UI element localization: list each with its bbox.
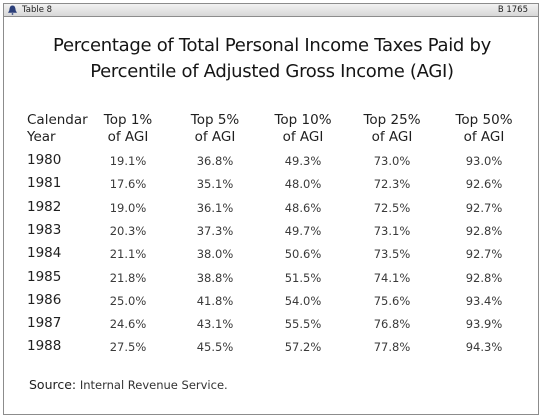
table-frame: Table 8 B 1765 [3,3,539,415]
header-line: Top 10% [274,112,332,128]
table-cell: 73.0% [373,154,411,168]
header-line: Top 1% [103,112,153,128]
table-cell: 51.5% [284,270,322,285]
table-number-label: Table 8 [22,5,53,15]
table-cell: 92.7% [465,247,503,262]
header-bar: Table 8 B 1765 [4,4,538,17]
table-cell: 48.0% [284,177,322,192]
table-cell: 54.0% [284,293,322,308]
table-cell: 36.8% [196,154,234,168]
table-title: Percentage of Total Personal Income Taxe… [0,33,544,85]
source-label: Source: [29,377,77,392]
row-year: 1984 [27,245,62,262]
header-col-2: Top 5% of AGI [191,112,240,146]
header-line: Top 5% [190,112,240,128]
row-year: 1982 [27,198,62,215]
row-year: 1986 [27,291,62,308]
table-cell: 45.5% [196,340,234,355]
header-col-5: Top 50% of AGI [455,112,512,146]
header-line: Year [27,129,56,145]
header-line: of AGI [463,129,505,145]
row-year: 1981 [27,175,62,192]
table-cell: 20.3% [109,223,147,238]
row-year: 1988 [27,338,62,355]
table-cell: 21.8% [109,270,147,285]
header-line: of AGI [107,129,149,145]
table-cell: 92.8% [465,270,503,285]
header-line: of AGI [194,129,236,145]
header-col-4: Top 25% of AGI [363,112,420,146]
title-line-1: Percentage of Total Personal Income Taxe… [53,35,491,56]
table-cell: 37.3% [196,223,234,238]
row-year: 1980 [27,152,62,168]
table-cell: 21.1% [109,247,147,262]
table-cell: 48.6% [284,200,322,215]
header-year: Calendar Year [27,112,88,146]
table-cell: 74.1% [373,270,411,285]
row-year: 1983 [27,221,62,238]
header-col-1: Top 1% of AGI [104,112,153,146]
table-cell: 55.5% [284,317,322,332]
source-note: Source: Internal Revenue Service. [29,377,228,392]
table-cell: 93.4% [465,293,503,308]
table-cell: 24.6% [109,317,147,332]
table-cell: 92.7% [465,200,503,215]
row-year: 1987 [27,315,62,332]
table-cell: 57.2% [284,340,322,355]
table-cell: 92.6% [465,177,503,192]
table-cell: 73.1% [373,223,411,238]
table-cell: 75.6% [373,293,411,308]
header-col-3: Top 10% of AGI [274,112,331,146]
row-year: 1985 [27,268,62,285]
table-cell: 50.6% [284,247,322,262]
table-cell: 92.8% [465,223,503,238]
table-cell: 76.8% [373,317,411,332]
table-cell: 94.3% [465,340,503,355]
table-cell: 73.5% [373,247,411,262]
table-cell: 72.3% [373,177,411,192]
table-cell: 38.8% [196,270,234,285]
document-code: B 1765 [497,5,528,15]
liberty-bell-icon [8,5,17,15]
header-line: Top 50% [455,112,513,128]
table-cell: 27.5% [109,340,147,355]
table-cell: 17.6% [109,177,147,192]
table-cell: 19.1% [109,154,147,168]
header-line: of AGI [371,129,413,145]
header-line: of AGI [282,129,324,145]
table-cell: 41.8% [196,293,234,308]
table-cell: 93.0% [465,154,503,168]
table-cell: 93.9% [465,317,503,332]
table-cell: 35.1% [196,177,234,192]
table-cell: 77.8% [373,340,411,355]
table-cell: 72.5% [373,200,411,215]
table-cell: 36.1% [196,200,234,215]
header-line: Top 25% [363,112,421,128]
table-cell: 25.0% [109,293,147,308]
title-line-2: Percentile of Adjusted Gross Income (AGI… [90,61,454,82]
source-text: Internal Revenue Service. [79,378,228,392]
table-cell: 43.1% [196,317,234,332]
table-cell: 49.7% [284,223,322,238]
table-cell: 38.0% [196,247,234,262]
table-cell: 49.3% [284,154,322,168]
table-cell: 19.0% [109,200,147,215]
header-line: Calendar [27,112,88,128]
